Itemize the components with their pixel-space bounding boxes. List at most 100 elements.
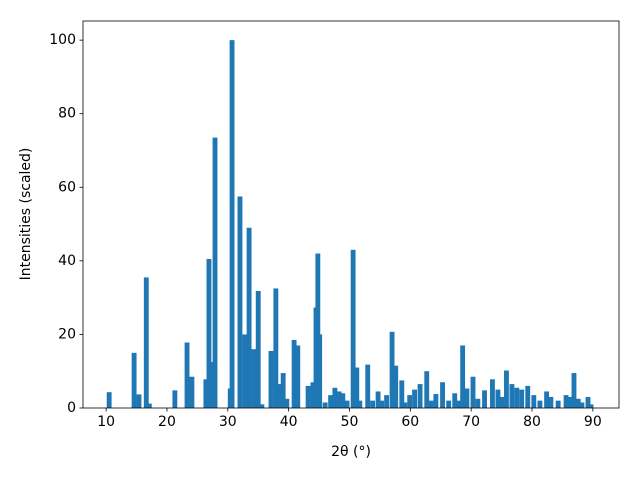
bar: [446, 400, 452, 408]
x-tick-label: 90: [584, 414, 602, 430]
bar: [251, 349, 257, 408]
bar: [575, 398, 581, 408]
bar: [412, 389, 418, 408]
bar: [402, 402, 408, 408]
bar: [242, 334, 248, 408]
bar: [464, 388, 470, 408]
y-tick-label: 80: [58, 106, 76, 122]
bar: [495, 389, 501, 408]
bar: [317, 334, 323, 408]
bar: [424, 371, 430, 408]
bar: [237, 196, 243, 408]
bar: [206, 259, 212, 408]
bar: [490, 379, 495, 408]
bar: [106, 392, 112, 408]
bar: [305, 385, 311, 408]
bar: [531, 395, 537, 408]
bar: [555, 400, 561, 408]
bar: [544, 391, 550, 408]
bar: [229, 40, 235, 409]
x-tick-label: 30: [219, 414, 237, 430]
bar: [203, 379, 209, 408]
bar: [273, 288, 279, 408]
x-tick-label: 20: [158, 414, 176, 430]
bar: [315, 253, 321, 408]
bar: [393, 365, 399, 408]
bar: [537, 400, 543, 408]
bar: [143, 277, 149, 408]
bar: [428, 400, 434, 408]
x-tick-label: 80: [523, 414, 541, 430]
y-tick-label: 40: [58, 253, 76, 269]
x-tick-label: 70: [462, 414, 480, 430]
bar: [548, 396, 554, 408]
bar: [246, 227, 252, 408]
bar: [417, 384, 423, 408]
bar: [350, 249, 356, 408]
bar: [310, 382, 316, 408]
bar: [340, 393, 346, 408]
bar: [357, 400, 363, 408]
y-axis-label: Intensities (scaled): [18, 148, 34, 281]
bar: [519, 389, 525, 408]
bar: [407, 395, 413, 408]
y-tick-label: 0: [67, 400, 76, 416]
y-tick-label: 100: [49, 32, 76, 48]
bar: [384, 395, 390, 408]
bar: [585, 396, 591, 408]
bar: [336, 391, 342, 408]
bar: [332, 387, 338, 408]
bar: [440, 382, 445, 408]
bar: [525, 385, 531, 408]
bar: [344, 400, 350, 408]
bar: [365, 364, 371, 408]
bar: [172, 390, 178, 408]
bar: [259, 404, 265, 408]
bar: [370, 400, 376, 408]
bar: [280, 373, 286, 408]
bar: [284, 398, 290, 408]
bar: [504, 370, 509, 408]
bar: [189, 376, 195, 408]
y-tick-label: 20: [58, 326, 76, 342]
bar: [563, 395, 569, 408]
bar: [509, 384, 515, 408]
x-tick-label: 50: [341, 414, 359, 430]
plot-frame: [82, 20, 620, 409]
x-tick-label: 10: [97, 414, 115, 430]
bar: [146, 403, 152, 408]
bar: [209, 362, 215, 408]
bar: [184, 342, 190, 408]
bar: [482, 390, 487, 408]
bar: [452, 393, 458, 408]
bar: [514, 387, 520, 408]
bar: [475, 398, 481, 408]
bar: [571, 373, 577, 408]
bar: [212, 137, 218, 408]
bar: [568, 396, 574, 408]
bar: [433, 394, 439, 408]
bar: [255, 291, 261, 408]
x-axis-label: 2θ (°): [331, 444, 371, 460]
bar: [328, 395, 334, 408]
y-tick-label: 60: [58, 179, 76, 195]
bar: [322, 402, 328, 408]
x-tick-label: 60: [401, 414, 419, 430]
bar: [460, 345, 466, 408]
bar: [499, 396, 505, 408]
bar: [588, 404, 594, 408]
bar: [277, 384, 283, 408]
bar: [389, 331, 395, 408]
bar: [579, 402, 585, 408]
bar: [379, 400, 385, 408]
bar: [375, 391, 381, 408]
bar: [131, 352, 137, 408]
x-tick-label: 40: [280, 414, 298, 430]
bar: [295, 345, 301, 408]
bar: [456, 400, 462, 408]
bar: [268, 350, 274, 408]
bar: [470, 376, 476, 408]
bar: [136, 394, 142, 408]
bar: [291, 339, 297, 408]
